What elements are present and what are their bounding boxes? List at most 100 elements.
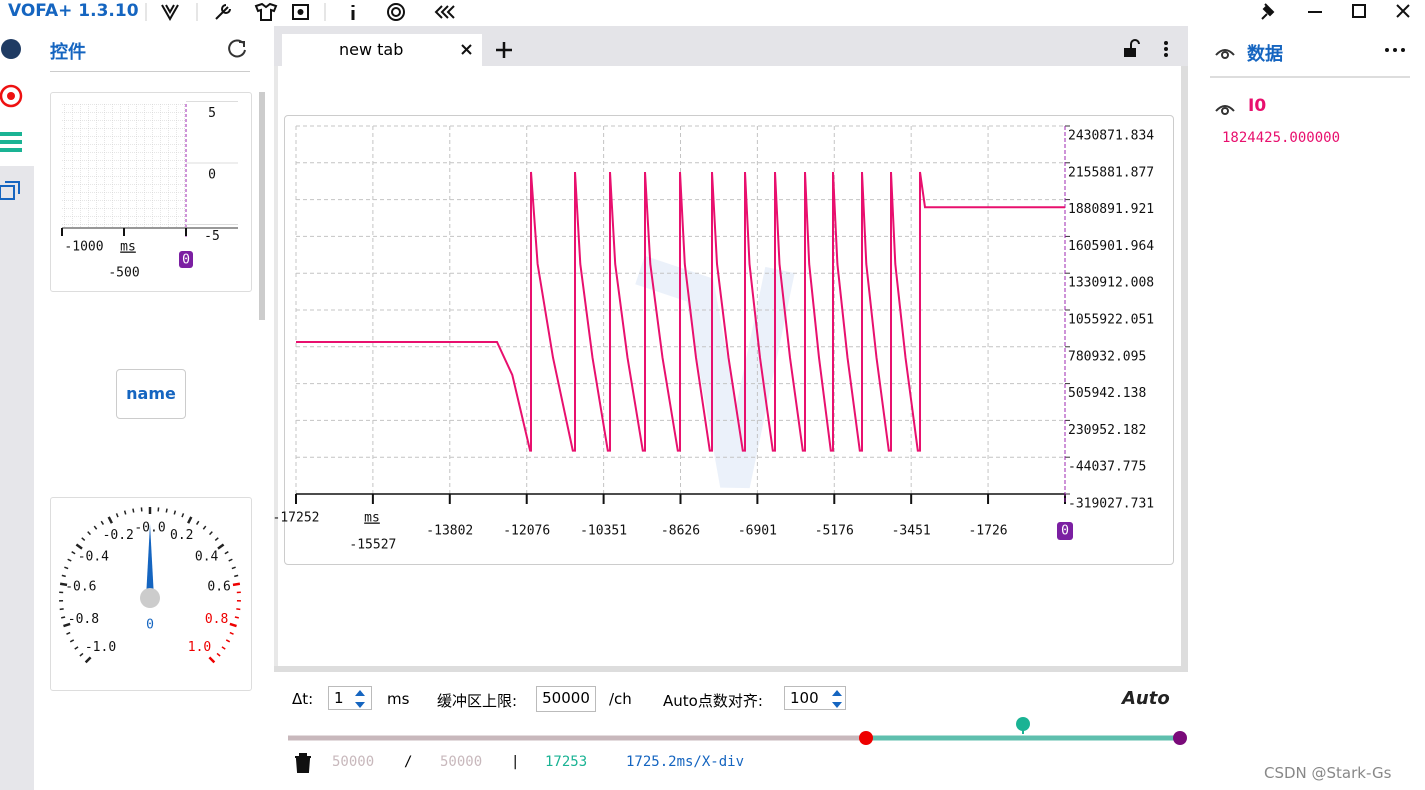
x-scale: 1725.2ms/X-div	[626, 754, 745, 770]
x-tick-label: -8626	[661, 524, 700, 539]
gauge-tick	[228, 558, 233, 562]
tab-buttons[interactable]	[458, 40, 518, 60]
dt-value: 1	[334, 689, 344, 707]
y-tick-label: 780932.095	[1068, 349, 1146, 364]
gauge-label: 0.8	[205, 612, 228, 627]
gauge-tick	[71, 551, 76, 555]
frame-edge	[274, 66, 278, 666]
gauge-tick	[224, 551, 229, 555]
gauge-tick	[75, 543, 83, 550]
gauge-tick	[232, 582, 241, 587]
buffer-total: 50000	[440, 754, 483, 770]
gauge-tick	[234, 574, 239, 578]
mini-chart-card	[50, 92, 252, 292]
gauge-tick	[187, 516, 193, 524]
gauge-tick	[115, 513, 119, 518]
buffer-unit: /ch	[609, 690, 632, 708]
splitter[interactable]	[274, 666, 1188, 672]
gauge-value: 0	[146, 618, 154, 633]
gauge-label: -1.0	[85, 640, 116, 655]
x-tick-label: -17252	[273, 511, 320, 526]
spin[interactable]	[830, 688, 844, 710]
y-tick-label: 1055922.051	[1068, 313, 1154, 328]
toolbar-icons	[145, 2, 455, 22]
y-tick-label: 5	[208, 106, 216, 121]
tab-tools[interactable]	[1120, 38, 1175, 60]
gauge-tick	[61, 616, 66, 619]
gauge-tick	[84, 656, 92, 664]
more-icon[interactable]	[1383, 42, 1409, 58]
data-title: 数据	[1247, 44, 1283, 65]
y-tick-label: 1605901.964	[1068, 239, 1154, 254]
spin[interactable]	[353, 688, 367, 710]
tab-label: new tab	[339, 40, 404, 59]
scrollbar[interactable]	[259, 92, 265, 320]
gauge-label: 1.0	[188, 640, 211, 655]
gauge-tick	[181, 513, 185, 518]
x-tick-label: -3451	[892, 524, 931, 539]
gauge-tick	[69, 639, 75, 643]
panel-title: 控件	[50, 42, 86, 63]
gauge-tick	[208, 656, 216, 664]
gauge-tick	[209, 531, 213, 536]
gauge-tick	[165, 508, 168, 513]
window-controls[interactable]	[1255, 0, 1425, 24]
x-tick-label: -13802	[426, 524, 473, 539]
separator: /	[404, 754, 413, 770]
scrollbar[interactable]	[1181, 66, 1188, 666]
gauge-label: -0.4	[78, 549, 109, 564]
gauge-tick	[64, 566, 69, 570]
range-slider[interactable]	[280, 712, 1190, 752]
gauge-tick	[59, 608, 64, 611]
cursor-badge	[179, 251, 193, 268]
refresh-icon[interactable]	[226, 38, 248, 60]
gauge-needle	[146, 524, 154, 598]
gauge-tick	[216, 652, 221, 657]
trash-icon[interactable]	[292, 752, 314, 774]
gauge-label: 0.2	[170, 528, 193, 543]
mode[interactable]: Auto	[1122, 688, 1170, 709]
gauge-label: -0.2	[103, 528, 134, 543]
point-count: 17253	[545, 754, 588, 770]
y-tick-label: -44037.775	[1068, 460, 1146, 475]
gauge-hub	[140, 588, 160, 608]
gauge-tick	[214, 537, 219, 542]
y-tick-label: 505942.138	[1068, 386, 1146, 401]
dt-input[interactable]: 1	[328, 686, 372, 710]
gauge-tick	[63, 622, 71, 628]
gauge-tick	[221, 646, 226, 650]
plot: 2430871.834 2155881.877 1880891.921 1605901…	[273, 125, 1154, 553]
mini-chart: 5 0 -5 -1000 -500 0 ms	[61, 101, 238, 281]
tab[interactable]	[282, 34, 482, 66]
gauge-tick	[132, 508, 135, 513]
x-tick-label: -12076	[503, 524, 550, 539]
align-value: 100	[790, 689, 819, 707]
gauge-tick	[74, 646, 79, 650]
channel-name: I0	[1248, 96, 1267, 116]
gauge-tick	[87, 531, 91, 536]
eye-icons[interactable]	[1213, 42, 1237, 122]
x-unit: ms	[364, 511, 380, 526]
watermark: CSDN @Stark-Gs	[1264, 764, 1392, 782]
buffer-input[interactable]: 50000	[536, 686, 596, 712]
y-tick-label: 1880891.921	[1068, 202, 1154, 217]
name-button[interactable]: name	[116, 369, 186, 419]
buffer-label: 缓冲区上限:	[437, 692, 518, 710]
gauge-tick	[231, 566, 236, 570]
app-name: VOFA+ 1.3.10	[8, 1, 139, 21]
x-tick-label: -5176	[815, 524, 854, 539]
side-icons[interactable]	[0, 26, 34, 216]
channel-value: 1824425.000000	[1222, 130, 1341, 146]
gauge-tick	[234, 616, 239, 619]
gauge-tick	[225, 639, 231, 643]
x-tick-label: 0	[182, 253, 190, 268]
gauge-card	[50, 497, 252, 691]
x-tick-label: -6901	[738, 524, 777, 539]
waveform	[296, 171, 1065, 452]
gauge-label: 0.6	[207, 580, 230, 595]
gauge-tick	[202, 525, 207, 530]
cursor-badge	[1057, 522, 1073, 540]
y-tick-label: 0	[208, 168, 216, 183]
gauge: -1.0-0.8-0.6-0.4-0.2-0.00.20.40.60.81.00	[59, 507, 241, 664]
